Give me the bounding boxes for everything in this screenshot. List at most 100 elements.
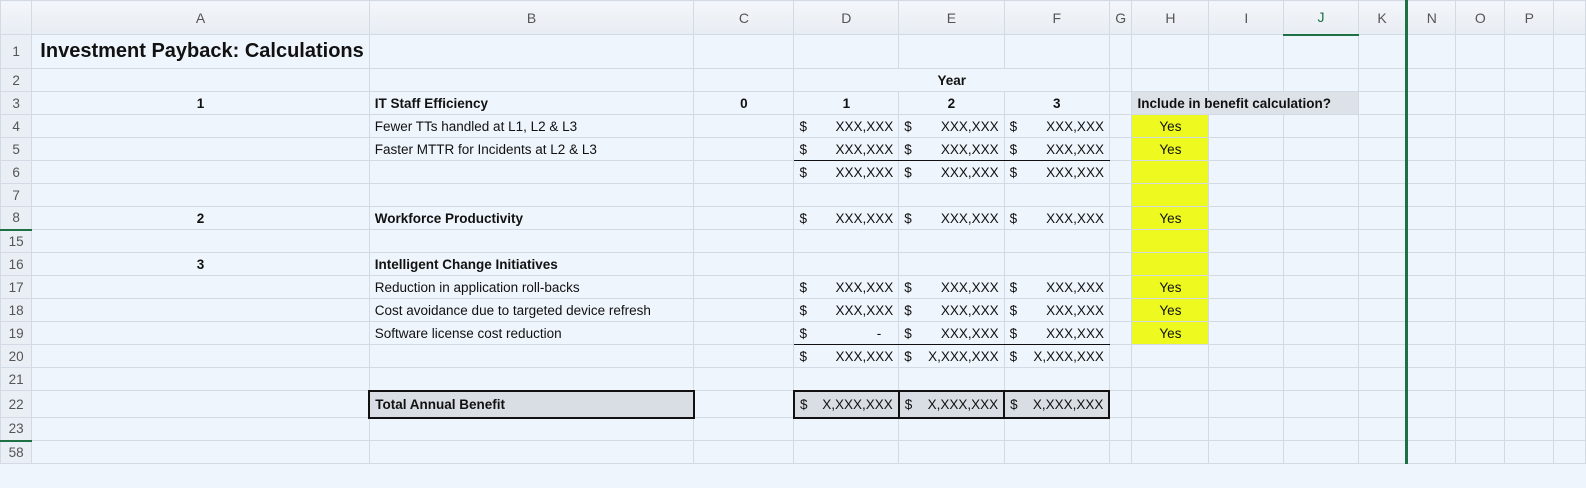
cell-n21[interactable]	[1406, 367, 1457, 391]
cell-d17[interactable]: $ XXX,XXX	[793, 275, 900, 299]
cell-f18[interactable]: $ XXX,XXX	[1003, 298, 1110, 322]
cell-b5[interactable]: Faster MTTR for Incidents at L2 & L3	[368, 137, 695, 161]
cell-k4[interactable]	[1357, 114, 1409, 138]
cell-k16[interactable]	[1357, 252, 1409, 276]
cell-j6[interactable]	[1283, 160, 1359, 184]
cell-k5[interactable]	[1357, 137, 1409, 161]
cell-o2[interactable]	[1455, 68, 1506, 92]
cell-h20[interactable]	[1131, 344, 1210, 368]
row-header-20[interactable]: 20	[0, 344, 33, 368]
spreadsheet-grid[interactable]: A B C D E F G H I J K N O P 1 Investment Payback: Calcu…	[0, 0, 1586, 464]
cell-f17[interactable]: $ XXX,XXX	[1003, 275, 1110, 299]
cell-k20[interactable]	[1357, 344, 1409, 368]
cell-k58[interactable]	[1357, 440, 1409, 464]
cell-i5[interactable]	[1208, 137, 1285, 161]
cell-e19[interactable]: $ XXX,XXX	[898, 321, 1005, 345]
cell-d1[interactable]	[793, 34, 900, 69]
cell-j17[interactable]	[1283, 275, 1359, 299]
cell-c4[interactable]	[693, 114, 795, 138]
cell-o18[interactable]	[1455, 298, 1506, 322]
cell-n23[interactable]	[1406, 417, 1457, 441]
cell-p15[interactable]	[1504, 229, 1555, 253]
cell-j23[interactable]	[1283, 417, 1359, 441]
cell-a1[interactable]: Investment Payback: Calculations	[31, 34, 370, 69]
cell-n4[interactable]	[1406, 114, 1457, 138]
cell-b19[interactable]: Software license cost reduction	[368, 321, 695, 345]
cell-h4[interactable]: Yes	[1131, 114, 1210, 138]
cell-c5[interactable]	[693, 137, 795, 161]
cell-c2[interactable]	[693, 68, 795, 92]
row-header-16[interactable]: 16	[0, 252, 33, 276]
cell-o19[interactable]	[1455, 321, 1506, 345]
cell-h22[interactable]	[1131, 390, 1210, 418]
cell-a20[interactable]	[31, 344, 370, 368]
cell-b4[interactable]: Fewer TTs handled at L1, L2 & L3	[368, 114, 695, 138]
cell-g20[interactable]	[1108, 344, 1133, 368]
cell-h3[interactable]: Include in benefit calculation?	[1131, 91, 1359, 115]
cell-f21[interactable]	[1003, 367, 1110, 391]
row-header-7[interactable]: 7	[0, 183, 33, 207]
cell-b1[interactable]	[368, 34, 695, 69]
cell-k18[interactable]	[1357, 298, 1409, 322]
cell-c21[interactable]	[693, 367, 795, 391]
cell-i1[interactable]	[1208, 34, 1285, 69]
cell-a3[interactable]: 1	[31, 91, 370, 115]
row-header-6[interactable]: 6	[0, 160, 33, 184]
cell-b15[interactable]	[368, 229, 695, 253]
cell-p23[interactable]	[1504, 417, 1555, 441]
cell-o20[interactable]	[1455, 344, 1506, 368]
cell-o4[interactable]	[1455, 114, 1506, 138]
cell-e5[interactable]: $ XXX,XXX	[898, 137, 1005, 161]
row-header-58[interactable]: 58	[0, 440, 33, 464]
cell-a6[interactable]	[31, 160, 370, 184]
cell-a22[interactable]	[31, 390, 370, 418]
row-header-23[interactable]: 23	[0, 417, 33, 442]
cell-d15[interactable]	[793, 229, 900, 253]
cell-b20[interactable]	[368, 344, 695, 368]
cell-k17[interactable]	[1357, 275, 1409, 299]
cell-p2[interactable]	[1504, 68, 1555, 92]
cell-g21[interactable]	[1108, 367, 1133, 391]
cell-d58[interactable]	[793, 440, 900, 464]
cell-c1[interactable]	[693, 34, 795, 69]
cell-e58[interactable]	[898, 440, 1005, 464]
cell-b58[interactable]	[368, 440, 695, 464]
cell-n19[interactable]	[1406, 321, 1457, 345]
cell-f16[interactable]	[1003, 252, 1110, 276]
cell-n2[interactable]	[1406, 68, 1457, 92]
cell-j5[interactable]	[1283, 137, 1359, 161]
cell-b23[interactable]	[368, 417, 695, 441]
cell-k6[interactable]	[1357, 160, 1409, 184]
cell-k1[interactable]	[1357, 34, 1409, 69]
cell-f8[interactable]: $ XXX,XXX	[1003, 206, 1110, 230]
row-header-1[interactable]: 1	[0, 34, 33, 69]
cell-j1[interactable]	[1283, 34, 1359, 69]
cell-c15[interactable]	[693, 229, 795, 253]
cell-f3[interactable]: 3	[1003, 91, 1110, 115]
cell-i8[interactable]	[1208, 206, 1285, 230]
cell-f1[interactable]	[1003, 34, 1110, 69]
cell-k3[interactable]	[1357, 91, 1409, 115]
cell-p4[interactable]	[1504, 114, 1555, 138]
column-header-p[interactable]: P	[1504, 0, 1555, 35]
cell-h58[interactable]	[1131, 440, 1210, 464]
cell-p16[interactable]	[1504, 252, 1555, 276]
cell-g2[interactable]	[1108, 68, 1133, 92]
column-header-g[interactable]: G	[1108, 0, 1133, 35]
cell-j19[interactable]	[1283, 321, 1359, 345]
cell-k19[interactable]	[1357, 321, 1409, 345]
column-header-o[interactable]: O	[1455, 0, 1506, 35]
cell-e21[interactable]	[898, 367, 1005, 391]
row-header-17[interactable]: 17	[0, 275, 33, 299]
column-header-n[interactable]: N	[1406, 0, 1457, 35]
cell-f20[interactable]: $ X,XXX,XXX	[1003, 344, 1110, 368]
cell-d19[interactable]: $ -	[793, 321, 900, 345]
cell-h6[interactable]	[1131, 160, 1210, 184]
cell-c3[interactable]: 0	[693, 91, 795, 115]
cell-p6[interactable]	[1504, 160, 1555, 184]
cell-g22[interactable]	[1108, 390, 1133, 418]
cell-h5[interactable]: Yes	[1131, 137, 1210, 161]
cell-b16[interactable]: Intelligent Change Initiatives	[368, 252, 695, 276]
cell-k21[interactable]	[1357, 367, 1409, 391]
cell-f5[interactable]: $ XXX,XXX	[1003, 137, 1110, 161]
